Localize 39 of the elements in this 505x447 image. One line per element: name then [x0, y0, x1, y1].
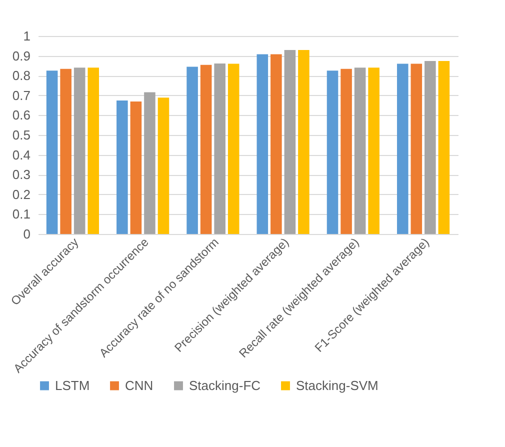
bar	[60, 68, 72, 234]
y-tick-label: 0.9	[12, 48, 30, 64]
bar	[130, 102, 142, 234]
y-tick-label: 0.3	[12, 167, 30, 182]
bar	[144, 92, 156, 234]
bar	[74, 68, 86, 234]
y-tick-label: 0.7	[12, 88, 30, 103]
y-tick-label: 0.6	[12, 108, 30, 123]
bar	[438, 60, 450, 234]
legend-label: LSTM	[55, 378, 90, 393]
y-tick-label: 0.2	[12, 186, 30, 202]
bar	[284, 50, 296, 234]
y-tick-label: 0	[23, 226, 30, 242]
y-tick-label: 1	[23, 28, 30, 44]
bar	[397, 64, 408, 234]
legend-label: CNN	[125, 378, 154, 393]
bar	[326, 70, 338, 234]
bar	[88, 68, 99, 234]
bar	[354, 68, 366, 234]
y-tick-label: 0.1	[12, 206, 30, 222]
bar	[270, 54, 282, 234]
legend-label: Stacking-SVM	[296, 378, 378, 393]
bar	[214, 64, 226, 234]
bar	[368, 68, 380, 234]
bar	[46, 70, 58, 234]
y-tick-label: 0.8	[12, 68, 30, 84]
bar	[410, 64, 422, 234]
bar	[116, 100, 128, 234]
bar	[256, 54, 268, 234]
bar	[186, 66, 198, 234]
bar	[424, 60, 436, 234]
bar	[228, 64, 240, 234]
y-tick-label: 0.4	[12, 147, 30, 162]
bar	[340, 68, 352, 234]
legend-label: Stacking-FC	[189, 378, 261, 393]
bar	[200, 64, 212, 234]
bar	[158, 98, 170, 234]
y-tick-label: 0.5	[12, 128, 30, 142]
bar	[298, 50, 310, 234]
